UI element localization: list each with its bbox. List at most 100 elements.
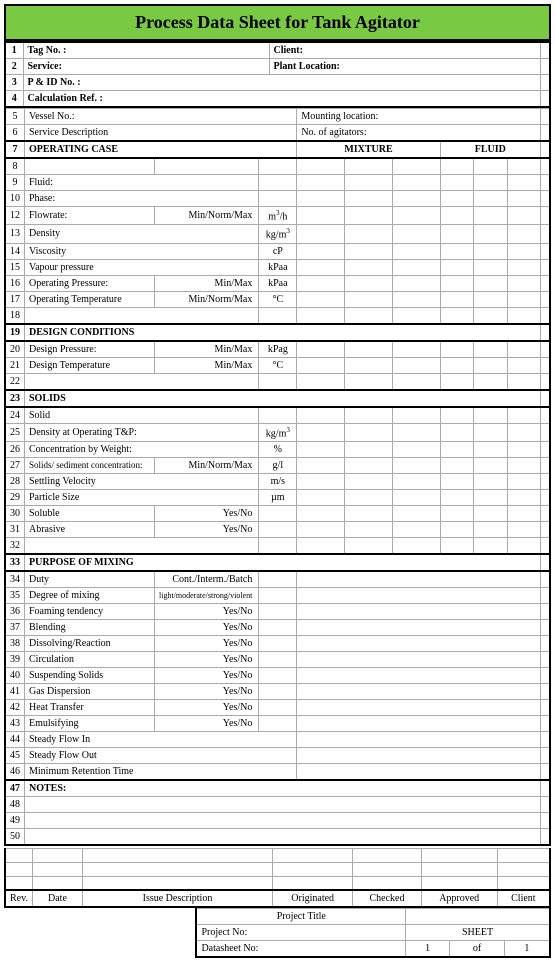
revision-table: Rev. Date Issue Description Originated C… bbox=[4, 848, 551, 909]
project-title: Project Title bbox=[196, 909, 405, 925]
row-num: 16 bbox=[5, 275, 25, 291]
row-num: 3 bbox=[5, 75, 23, 91]
field-sub: Yes/No bbox=[155, 683, 259, 699]
field-sub: Yes/No bbox=[155, 521, 259, 537]
field-sub: Yes/No bbox=[155, 699, 259, 715]
row-num: 12 bbox=[5, 207, 25, 225]
row-num: 37 bbox=[5, 619, 25, 635]
field-sub: Cont./Interm./Batch bbox=[155, 571, 259, 588]
row-num: 40 bbox=[5, 667, 25, 683]
field-label: Density at Operating T&P: bbox=[25, 423, 259, 441]
field-label: Vessel No.: bbox=[25, 109, 297, 125]
row-num: 14 bbox=[5, 243, 25, 259]
field-label: Blending bbox=[25, 619, 155, 635]
field-label: Solid bbox=[25, 407, 259, 424]
row-num: 27 bbox=[5, 457, 25, 473]
unit: µm bbox=[259, 489, 297, 505]
field-label: Operating Pressure: bbox=[25, 275, 155, 291]
row-num: 49 bbox=[5, 812, 25, 828]
field-label: Steady Flow Out bbox=[25, 747, 297, 763]
field-label: Duty bbox=[25, 571, 155, 588]
unit: kPag bbox=[259, 341, 297, 358]
rev-header: Client bbox=[497, 890, 550, 907]
row-num: 18 bbox=[5, 307, 25, 324]
row-num: 42 bbox=[5, 699, 25, 715]
row-num: 35 bbox=[5, 587, 25, 603]
field-label: Suspending Solids bbox=[25, 667, 155, 683]
row-num: 20 bbox=[5, 341, 25, 358]
field-label: Service Description bbox=[25, 125, 297, 142]
row-num: 19 bbox=[5, 324, 25, 341]
field-sub: Min/Norm/Max bbox=[155, 207, 259, 225]
row-num: 17 bbox=[5, 291, 25, 307]
field-label: P & ID No. : bbox=[23, 75, 541, 91]
field-label: Soluble bbox=[25, 505, 155, 521]
row-num: 38 bbox=[5, 635, 25, 651]
unit: °C bbox=[259, 291, 297, 307]
field-sub: light/moderate/strong/violent bbox=[155, 587, 259, 603]
field-label: Calculation Ref. : bbox=[23, 91, 541, 108]
field-sub: Min/Norm/Max bbox=[155, 291, 259, 307]
field-label: Phase: bbox=[25, 191, 259, 207]
field-label: Minimum Retention Time bbox=[25, 763, 297, 780]
field-label: Particle Size bbox=[25, 489, 259, 505]
row-num: 5 bbox=[5, 109, 25, 125]
page-num: 1 bbox=[406, 941, 450, 958]
unit: m3/h bbox=[259, 207, 297, 225]
field-label: Emulsifying bbox=[25, 715, 155, 731]
row-num: 46 bbox=[5, 763, 25, 780]
field-label: Service: bbox=[23, 59, 269, 75]
field-label: Flowrate: bbox=[25, 207, 155, 225]
field-label: Client: bbox=[269, 42, 541, 59]
section-header: OPERATING CASE bbox=[25, 141, 297, 158]
section-header: PURPOSE OF MIXING bbox=[25, 554, 541, 571]
field-label: Circulation bbox=[25, 651, 155, 667]
row-num: 4 bbox=[5, 91, 23, 108]
project-no: Project No: bbox=[196, 925, 405, 941]
column-header: MIXTURE bbox=[297, 141, 440, 158]
section-header: DESIGN CONDITIONS bbox=[25, 324, 541, 341]
row-num: 28 bbox=[5, 473, 25, 489]
unit: kPaa bbox=[259, 259, 297, 275]
sheet-label: SHEET bbox=[406, 925, 550, 941]
row-num: 25 bbox=[5, 423, 25, 441]
row-num: 7 bbox=[5, 141, 25, 158]
rev-header: Date bbox=[32, 890, 82, 907]
row-num: 21 bbox=[5, 357, 25, 373]
field-label: Design Pressure: bbox=[25, 341, 155, 358]
field-label: Settling Velocity bbox=[25, 473, 259, 489]
field-sub: Yes/No bbox=[155, 619, 259, 635]
field-label: Vapour pressure bbox=[25, 259, 259, 275]
of-label: of bbox=[450, 941, 505, 958]
rev-header: Issue Description bbox=[82, 890, 272, 907]
row-num: 36 bbox=[5, 603, 25, 619]
datasheet-body: 5Vessel No.:Mounting location: 6Service … bbox=[4, 108, 551, 846]
field-sub: Min/Max bbox=[155, 341, 259, 358]
unit: °C bbox=[259, 357, 297, 373]
field-label: Tag No. : bbox=[23, 42, 269, 59]
row-num: 9 bbox=[5, 175, 25, 191]
row-num: 29 bbox=[5, 489, 25, 505]
row-num: 50 bbox=[5, 828, 25, 845]
unit: kg/m3 bbox=[259, 423, 297, 441]
section-header: NOTES: bbox=[25, 780, 541, 797]
row-num: 26 bbox=[5, 441, 25, 457]
row-num: 47 bbox=[5, 780, 25, 797]
row-num: 10 bbox=[5, 191, 25, 207]
row-num: 31 bbox=[5, 521, 25, 537]
row-num: 33 bbox=[5, 554, 25, 571]
datasheet-no: Datasheet No: bbox=[196, 941, 405, 958]
field-sub: Yes/No bbox=[155, 603, 259, 619]
field-label: Abrasive bbox=[25, 521, 155, 537]
field-label: Concentration by Weight: bbox=[25, 441, 259, 457]
field-label: Dissolving/Reaction bbox=[25, 635, 155, 651]
field-sub: Min/Max bbox=[155, 275, 259, 291]
row-num: 43 bbox=[5, 715, 25, 731]
field-label: Degree of mixing bbox=[25, 587, 155, 603]
column-header: FLUID bbox=[440, 141, 540, 158]
row-num: 1 bbox=[5, 42, 23, 59]
field-sub: Yes/No bbox=[155, 635, 259, 651]
row-num: 30 bbox=[5, 505, 25, 521]
field-label: Operating Temperature bbox=[25, 291, 155, 307]
page-title: Process Data Sheet for Tank Agitator bbox=[4, 4, 551, 41]
